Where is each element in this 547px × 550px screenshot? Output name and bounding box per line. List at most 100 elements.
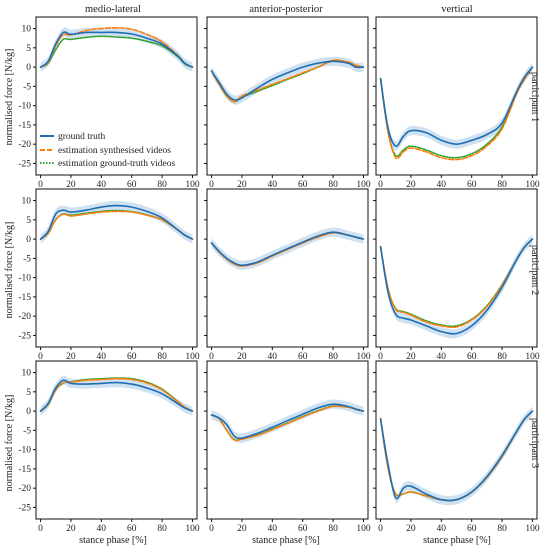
legend-label-ground-truth-videos: estimation ground-truth videos xyxy=(58,159,175,169)
x-tick-label: 100 xyxy=(525,352,540,362)
panel-frame xyxy=(35,360,198,520)
x-tick-label: 0 xyxy=(378,180,383,190)
x-axis-label-col-3: stance phase [%] xyxy=(423,535,491,546)
x-tick-label: 80 xyxy=(497,180,507,190)
panel-r3-c3: 0 20 40 60 80 100 xyxy=(373,360,540,534)
ground-truth-band xyxy=(211,56,364,105)
ground-truth-band xyxy=(40,375,193,416)
legend-label-ground-truth: ground truth xyxy=(58,132,105,142)
x-tick-label: 20 xyxy=(406,180,416,190)
x-tick-label: 0 xyxy=(378,352,383,362)
ground-truth-band xyxy=(40,200,193,244)
panel-frame xyxy=(375,188,538,348)
x-tick-label: 40 xyxy=(437,524,447,534)
y-tick-label: 5 xyxy=(26,216,31,226)
y-tick-label: -10 xyxy=(18,102,31,112)
series-line-ground-truth xyxy=(379,410,534,502)
x-tick-label: 60 xyxy=(298,352,308,362)
x-tick-label: 100 xyxy=(356,524,371,534)
series-line-ground-truth xyxy=(379,238,534,335)
x-tick-label: 0 xyxy=(378,524,383,534)
column-title-vertical: vertical xyxy=(441,4,473,15)
x-tick-label: 0 xyxy=(209,524,214,534)
x-tick-label: 40 xyxy=(268,524,278,534)
ground-truth-band xyxy=(380,234,533,339)
x-tick-label: 80 xyxy=(157,180,167,190)
x-tick-label: 60 xyxy=(467,524,477,534)
x-tick-label: 80 xyxy=(497,352,507,362)
y-axis-label-row-3: normalised force [N/kg] xyxy=(4,395,15,492)
y-tick-label: -15 xyxy=(18,121,31,131)
x-tick-label: 60 xyxy=(298,180,308,190)
panel-r1-c3: 0 20 40 60 80 100 xyxy=(373,16,540,190)
y-axis-label-row-2: normalised force [N/kg] xyxy=(4,222,15,319)
x-tick-label: 0 xyxy=(38,524,43,534)
y-tick-label: -10 xyxy=(18,274,31,284)
x-tick-label: 40 xyxy=(97,524,107,534)
series-line-ground-truth xyxy=(210,403,365,440)
x-tick-label: 60 xyxy=(127,352,137,362)
column-title-medio-lateral: medio-lateral xyxy=(85,4,141,15)
x-tick-label: 40 xyxy=(97,180,107,190)
x-tick-label: 80 xyxy=(328,524,338,534)
y-tick-label: 0 xyxy=(26,235,31,245)
panel-r2-c3: 0 20 40 60 80 100 xyxy=(373,188,540,362)
series-line-ground-truth xyxy=(210,231,365,267)
panel-frame xyxy=(206,188,369,348)
panel-r2-c2: 0 20 40 60 80 100 xyxy=(204,188,371,362)
y-tick-label: -10 xyxy=(18,446,31,456)
ground-truth-band xyxy=(380,406,533,506)
panel-frame xyxy=(206,16,369,176)
x-tick-label: 100 xyxy=(356,180,371,190)
x-tick-label: 60 xyxy=(467,180,477,190)
series-line-ground-truth xyxy=(39,204,194,240)
y-tick-label: 10 xyxy=(22,25,32,35)
y-tick-label: -20 xyxy=(18,312,31,322)
x-tick-label: 40 xyxy=(437,180,447,190)
y-tick-label: 5 xyxy=(26,388,31,398)
y-tick-label: 10 xyxy=(22,197,32,207)
x-tick-label: 20 xyxy=(237,352,247,362)
x-tick-label: 100 xyxy=(185,180,200,190)
y-tick-label: 0 xyxy=(26,407,31,417)
panel-r3-c2: 0 20 40 60 80 100 xyxy=(204,360,371,534)
y-tick-label: -15 xyxy=(18,293,31,303)
series-line-ground-truth xyxy=(210,60,365,101)
x-tick-label: 100 xyxy=(525,180,540,190)
y-tick-label: -20 xyxy=(18,484,31,494)
x-tick-label: 40 xyxy=(97,352,107,362)
x-tick-label: 60 xyxy=(127,180,137,190)
x-tick-label: 100 xyxy=(185,352,200,362)
series-line-estimation-synthesised-videos xyxy=(210,405,365,442)
y-tick-label: -20 xyxy=(18,140,31,150)
x-tick-label: 80 xyxy=(328,180,338,190)
x-tick-label: 80 xyxy=(157,524,167,534)
row-label-participant-2: participant 2 xyxy=(529,245,540,295)
x-tick-label: 0 xyxy=(209,180,214,190)
x-tick-label: 20 xyxy=(66,524,76,534)
series-line-ground-truth xyxy=(39,379,194,412)
y-tick-label: -25 xyxy=(18,331,31,341)
y-tick-label: -25 xyxy=(18,503,31,513)
panel-r2-c1: 0 20 40 60 80 100 10 5 0 -5 -10 -15 -20 -25 xyxy=(18,188,200,362)
y-axis-label-row-1: normalised force [N/kg] xyxy=(4,49,15,146)
series-line-estimation-synthesised-videos xyxy=(39,377,194,412)
x-axis-label-col-2: stance phase [%] xyxy=(252,535,320,546)
x-tick-label: 100 xyxy=(525,524,540,534)
panel-frame xyxy=(375,16,538,176)
panel-frame xyxy=(35,188,198,348)
x-tick-label: 0 xyxy=(38,352,43,362)
legend: ground truth estimation synthesised vide… xyxy=(40,132,175,169)
y-tick-label: -5 xyxy=(23,254,31,264)
y-tick-label: -25 xyxy=(18,159,31,169)
x-tick-label: 80 xyxy=(157,352,167,362)
y-tick-label: 0 xyxy=(26,63,31,73)
series-line-estimation-synthesised-videos xyxy=(379,66,534,161)
x-tick-label: 40 xyxy=(437,352,447,362)
x-tick-label: 100 xyxy=(185,524,200,534)
x-tick-label: 20 xyxy=(237,524,247,534)
x-tick-label: 20 xyxy=(406,524,416,534)
x-tick-label: 20 xyxy=(237,180,247,190)
